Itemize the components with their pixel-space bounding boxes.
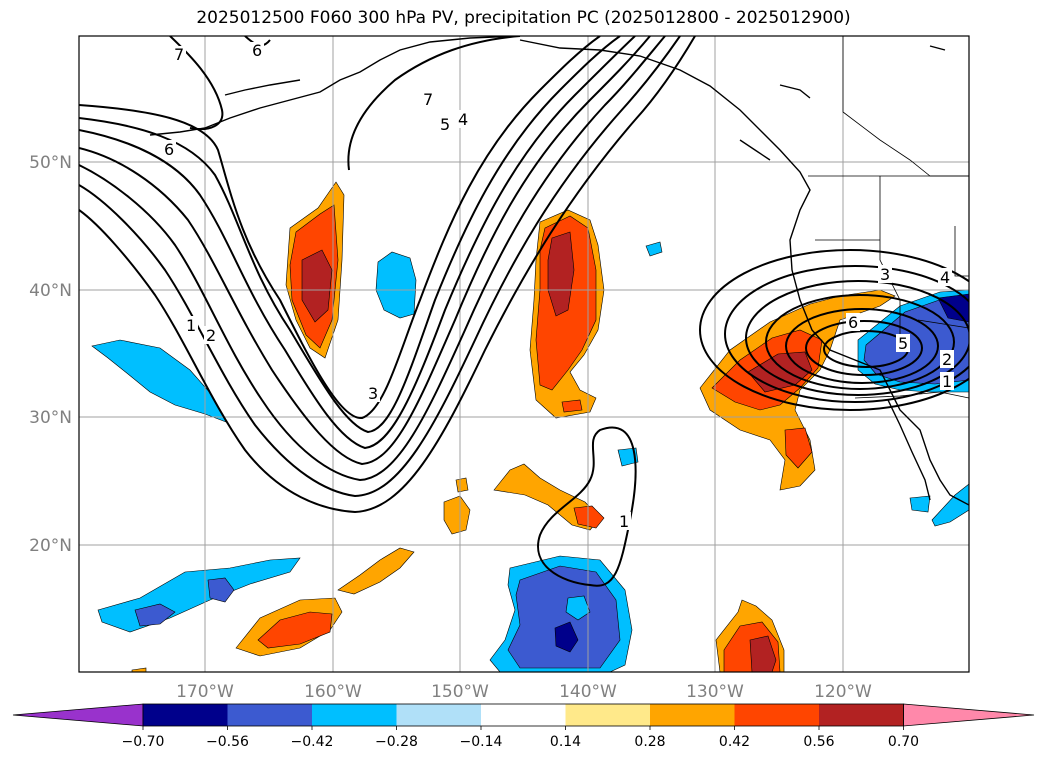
lon-label: 150°W [431,682,489,702]
lon-label: 170°W [176,682,234,702]
colorbar-segment [819,704,904,726]
colorbar: −0.70 −0.56 −0.42 −0.28 −0.14 0.14 0.28 0.42 0.5… [12,703,1035,750]
contour-label: 1 [942,372,952,391]
lon-label: 160°W [304,682,362,702]
colorbar-tick-label: −0.28 [375,734,418,750]
neg-anomaly-west [91,339,227,423]
longitude-labels: 170°W 160°W 150°W 140°W 130°W 120°W [176,682,872,702]
colorbar-segment [565,704,651,726]
colorbar-tick-label: −0.14 [460,734,503,750]
map-frame [78,35,970,673]
contour-label: 7 [174,45,184,64]
contour-label: 4 [940,268,950,287]
colorbar-tick-label: 0.14 [550,734,581,750]
contour-label: 4 [458,110,468,129]
graticule [79,36,969,672]
colorbar-tick-label: −0.70 [122,734,165,750]
colorbar-segment [396,704,482,726]
contour-label: 1 [619,512,629,531]
lon-label: 120°W [814,682,872,702]
latitude-labels: 50°N 40°N 30°N 20°N [29,153,72,556]
colorbar-extend-min [12,703,144,727]
colorbar-segment [481,704,566,726]
colorbar-segment [312,704,397,726]
colorbar-tick-label: 0.42 [719,734,750,750]
pv-contour-labels: 7 6 7 5 4 6 1 2 3 3 4 6 5 2 [162,41,954,531]
colorbar-segment [650,704,735,726]
lon-label: 140°W [559,682,617,702]
lat-label: 30°N [29,408,72,428]
colorbar-tick-label: 0.70 [888,734,919,750]
colorbar-extend-max [903,703,1035,727]
contour-label: 3 [368,384,378,403]
colorbar-segment [734,704,820,726]
pv-contours [79,36,969,587]
colorbar-segment [143,704,228,726]
colorbar-tick-label: −0.56 [206,734,249,750]
colorbar-tick-label: −0.42 [291,734,334,750]
colorbar-segment [227,704,313,726]
contour-label: 2 [206,326,216,345]
contour-label: 3 [880,265,890,284]
contour-label: 1 [186,316,196,335]
lon-label: 130°W [686,682,744,702]
contour-label: 5 [898,334,908,353]
lat-label: 50°N [29,153,72,173]
precip-shading [91,181,969,672]
contour-label: 2 [942,350,952,369]
contour-label: 5 [440,115,450,134]
map-title: 2025012500 F060 300 hPa PV, precipitatio… [196,8,851,28]
lat-label: 40°N [29,281,72,301]
colorbar-tick-label: 0.28 [634,734,665,750]
contour-label: 7 [423,90,433,109]
coastlines [149,36,969,506]
contour-label: 6 [252,41,262,60]
lat-label: 20°N [29,536,72,556]
colorbar-tick-label: 0.56 [803,734,834,750]
contour-label: 6 [164,140,174,159]
contour-label: 6 [848,313,858,332]
colorbar-frame [142,703,904,727]
